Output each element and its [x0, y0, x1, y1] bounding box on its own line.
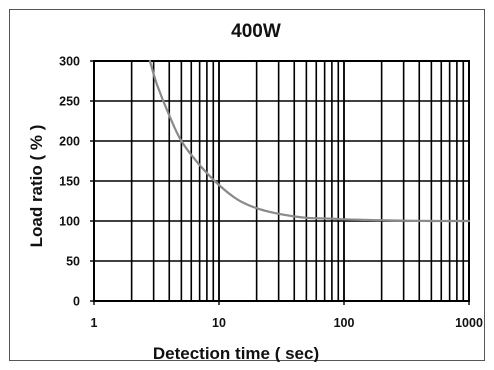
x-tick-label: 100	[334, 316, 355, 330]
y-tick-label: 50	[66, 255, 80, 269]
x-tick-label: 1	[91, 316, 98, 330]
y-tick-label: 200	[59, 135, 80, 149]
y-tick-label: 300	[59, 55, 80, 69]
series-layer	[148, 59, 471, 223]
y-tick-label: 250	[59, 95, 80, 109]
series-line	[148, 59, 471, 223]
x-tick-label: 1000	[455, 316, 483, 330]
y-tick-label: 0	[73, 295, 80, 309]
y-tick-labels: 0 50 100 150 200 250 300	[59, 55, 94, 309]
chart-frame: 400W 1 10 100 1000 0 50 100 150 200 250 300 Detec…	[9, 9, 485, 362]
grid	[94, 61, 469, 301]
chart-title: 400W	[231, 21, 281, 42]
y-tick-label: 100	[59, 215, 80, 229]
x-axis-label: Detection time ( sec)	[153, 344, 319, 362]
chart: 400W 1 10 100 1000 0 50 100 150 200 250 300 Detec…	[27, 21, 483, 362]
y-tick-label: 150	[59, 175, 80, 189]
x-tick-label: 10	[212, 316, 226, 330]
y-axis-label: Load ratio ( % )	[27, 125, 46, 248]
x-tick-labels: 1 10 100 1000	[91, 301, 483, 330]
